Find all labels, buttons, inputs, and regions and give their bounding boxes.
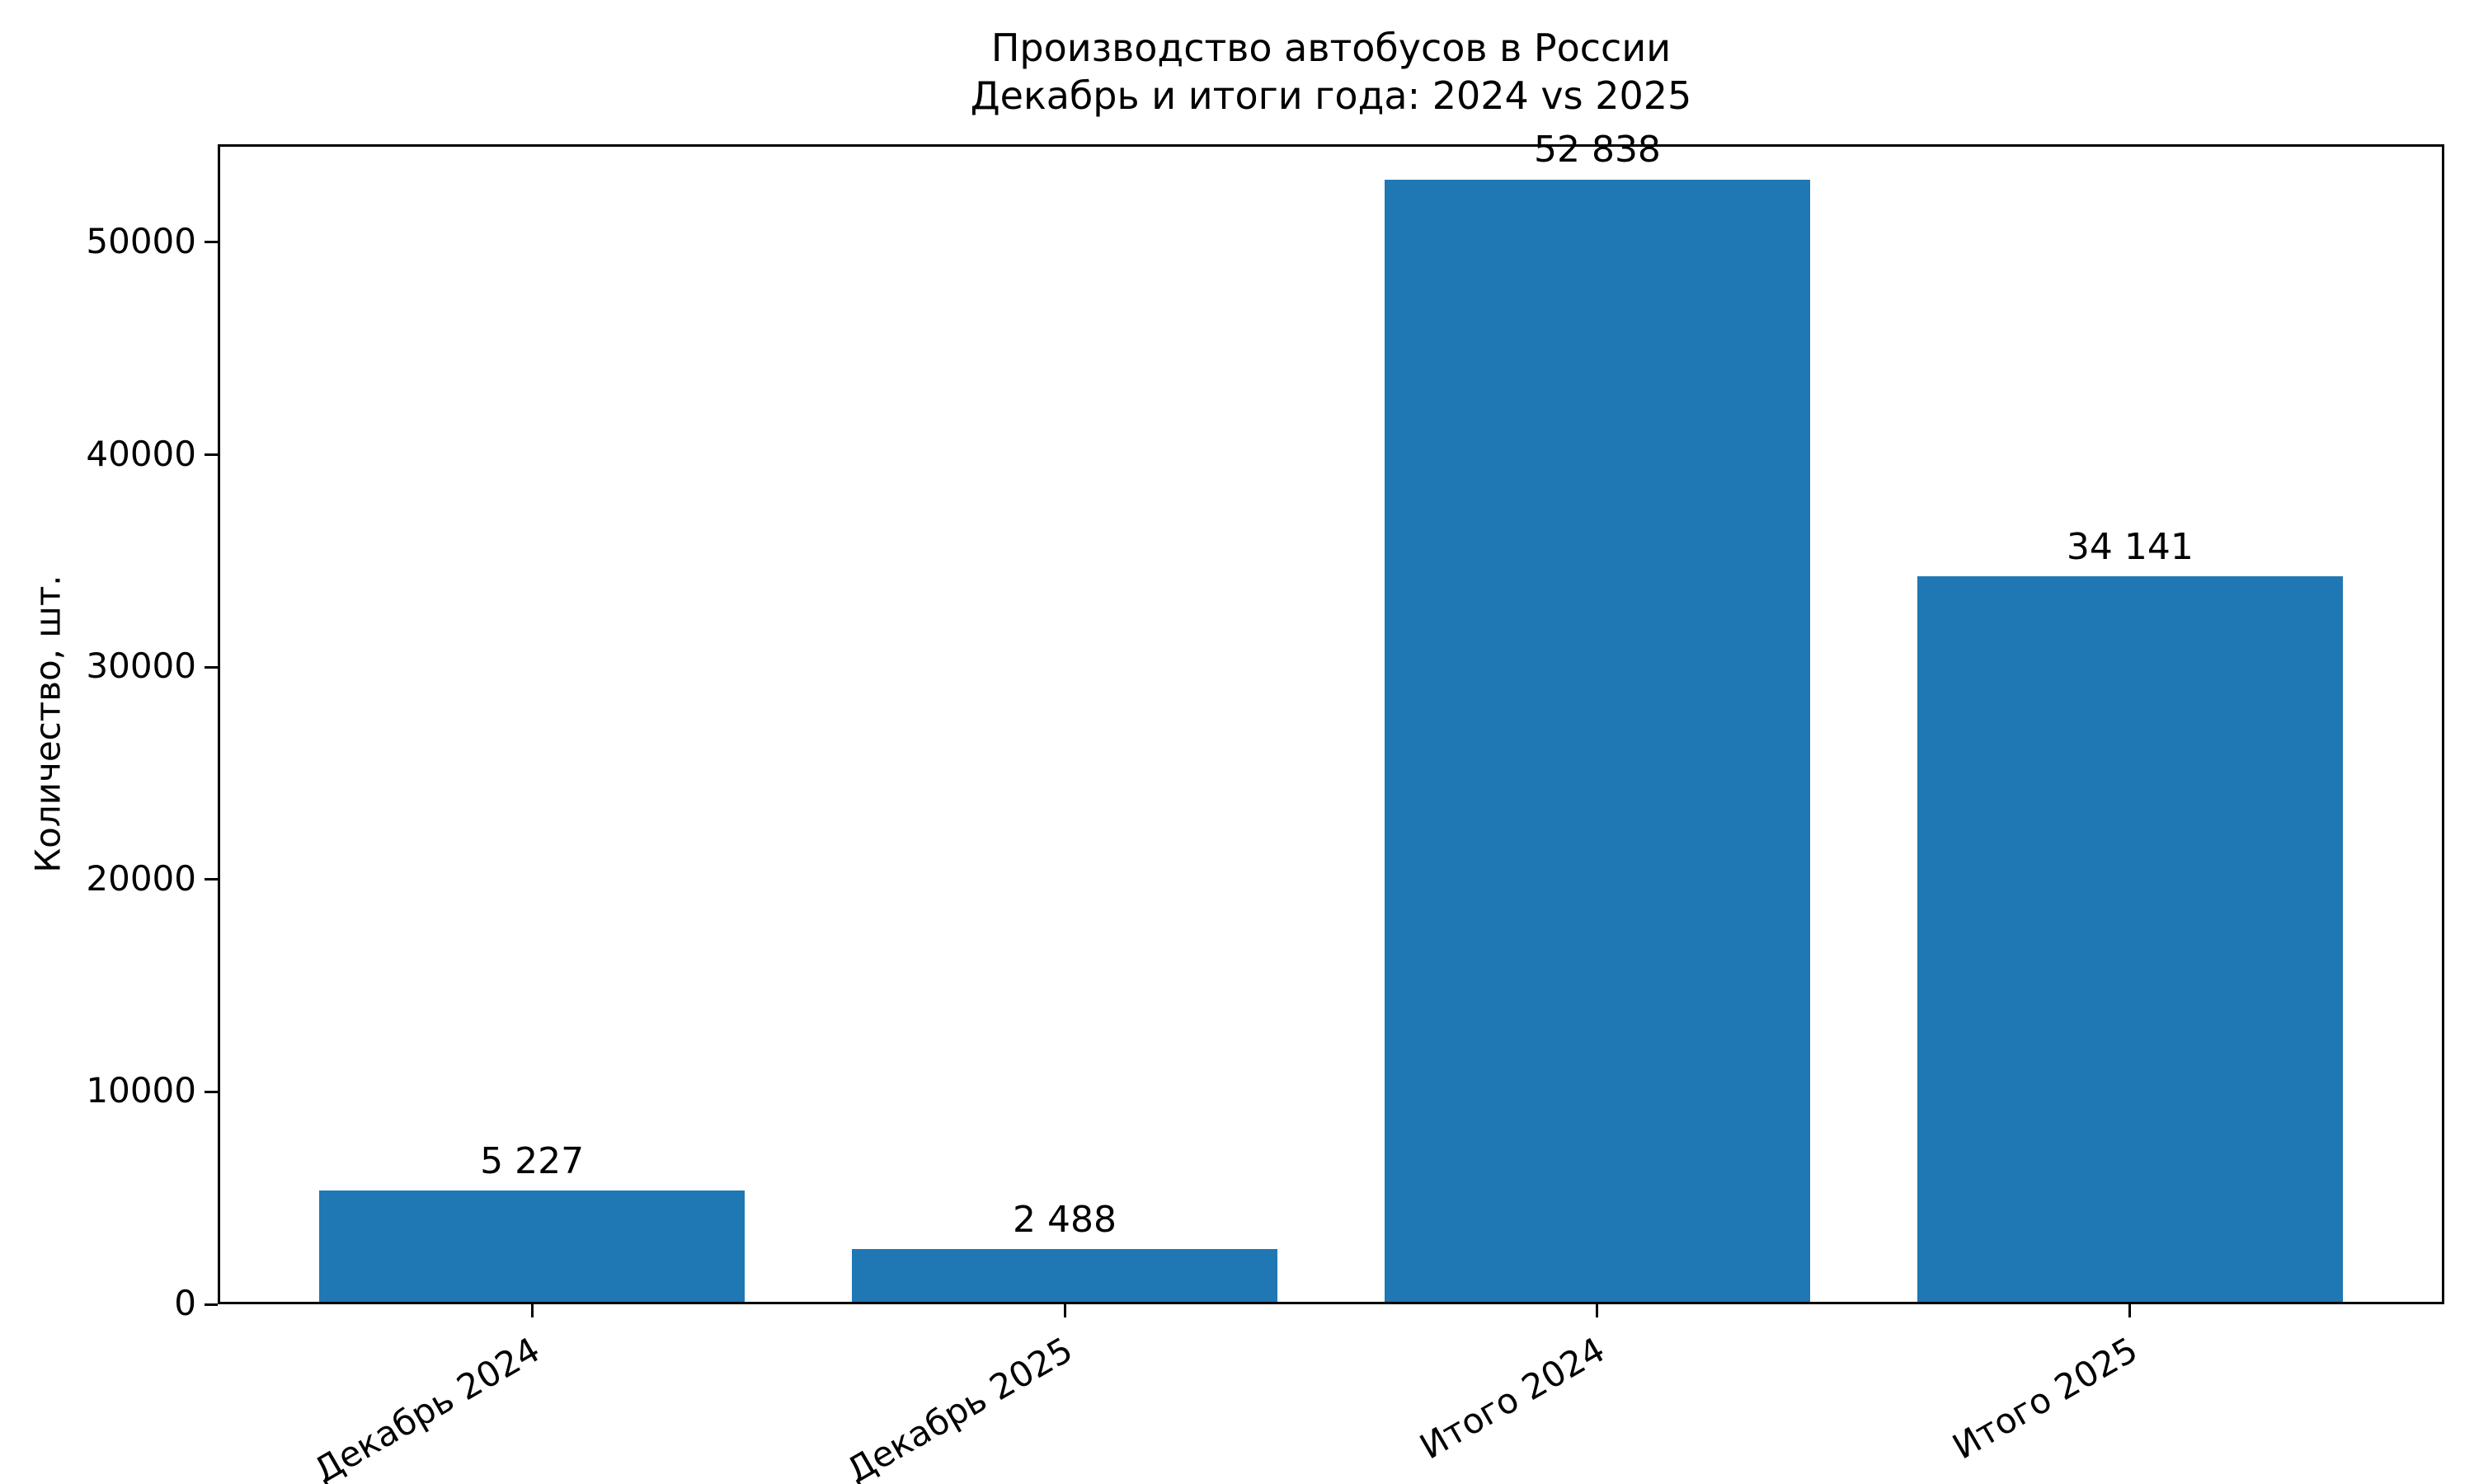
y-tick-label: 40000 xyxy=(86,433,196,474)
y-tick-mark xyxy=(205,1303,218,1306)
plot-area xyxy=(218,144,2444,1304)
y-tick-mark xyxy=(205,241,218,244)
chart-title-line1: Производство автобусов в России xyxy=(990,26,1672,70)
y-axis-label: Количество, шт. xyxy=(27,575,68,873)
bar-value-label: 52 838 xyxy=(1533,129,1661,171)
chart-title-line2: Декабрь и итоги года: 2024 vs 2025 xyxy=(970,73,1692,118)
y-tick-label: 50000 xyxy=(86,220,196,261)
x-tick-label: Итого 2025 xyxy=(1945,1329,2145,1468)
y-tick-mark xyxy=(205,665,218,669)
y-tick-label: 20000 xyxy=(86,857,196,899)
x-tick-label: Декабрь 2025 xyxy=(839,1329,1079,1484)
x-tick-mark xyxy=(530,1304,534,1317)
chart-title: Производство автобусов в России Декабрь и… xyxy=(218,25,2444,120)
x-tick-mark xyxy=(2128,1304,2132,1317)
y-tick-label: 30000 xyxy=(86,646,196,687)
y-tick-mark xyxy=(205,1090,218,1093)
bar xyxy=(1917,576,2344,1302)
bar-value-label: 5 227 xyxy=(480,1139,585,1182)
x-tick-mark xyxy=(1596,1304,1599,1317)
y-tick-label: 10000 xyxy=(86,1070,196,1111)
bar xyxy=(851,1248,1278,1302)
y-tick-label: 0 xyxy=(174,1283,196,1323)
y-tick-mark xyxy=(205,453,218,457)
x-tick-label: Декабрь 2024 xyxy=(306,1329,547,1484)
bar xyxy=(318,1190,745,1302)
y-tick-mark xyxy=(205,878,218,881)
x-tick-label: Итого 2024 xyxy=(1413,1329,1612,1468)
bar-value-label: 34 141 xyxy=(2066,526,2194,569)
bar xyxy=(1384,179,1811,1302)
x-tick-mark xyxy=(1063,1304,1066,1317)
bar-value-label: 2 488 xyxy=(1013,1198,1117,1241)
